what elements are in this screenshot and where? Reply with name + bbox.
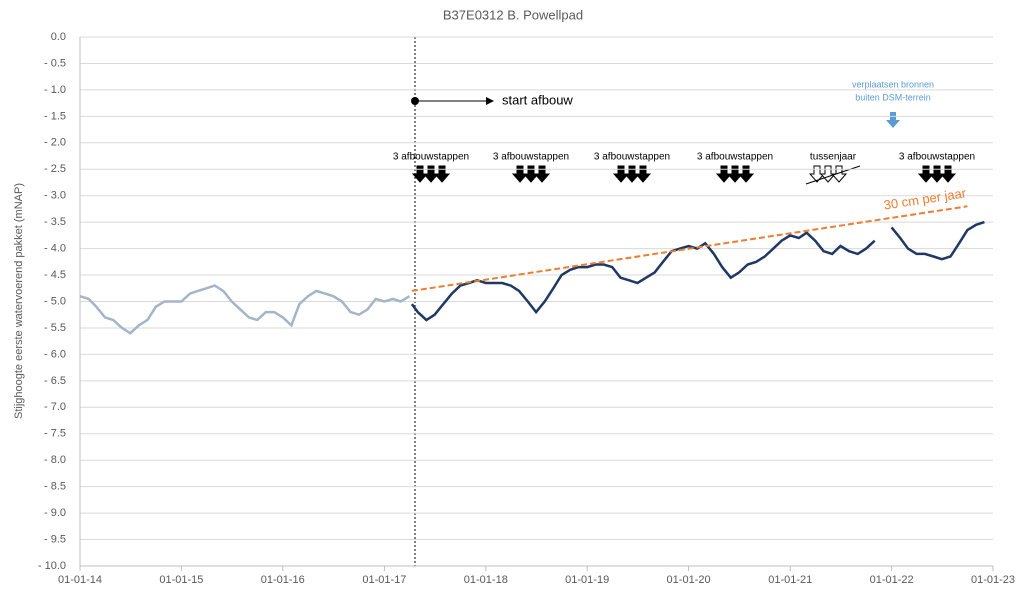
- down-arrow: [726, 165, 744, 183]
- y-tick-label: - 6.5: [44, 375, 66, 387]
- move-arrow: [886, 112, 900, 128]
- y-tick-label: - 9.5: [44, 533, 66, 545]
- down-arrow: [522, 165, 540, 183]
- y-tick-label: - 2.5: [44, 163, 66, 175]
- x-tick-label: 01-01-20: [667, 574, 711, 586]
- y-tick-label: - 1.0: [44, 84, 66, 96]
- y-tick-label: - 10.0: [38, 560, 66, 572]
- x-tick-label: 01-01-14: [58, 574, 102, 586]
- down-arrow: [830, 165, 848, 183]
- start-label: start afbouw: [502, 92, 573, 107]
- down-arrow: [634, 165, 652, 183]
- y-tick-label: - 7.5: [44, 428, 66, 440]
- gap-year-label: tussenjaar: [810, 152, 857, 163]
- trend-line: [411, 205, 968, 292]
- move-label: verplaatsen bronnen: [852, 79, 934, 89]
- y-tick-label: - 5.5: [44, 322, 66, 334]
- y-tick-label: - 1.5: [44, 110, 66, 122]
- down-arrow: [511, 165, 529, 183]
- down-arrow: [411, 165, 429, 183]
- y-tick-label: - 5.0: [44, 295, 66, 307]
- step-label: 3 afbouwstappen: [899, 152, 975, 163]
- y-tick-label: - 9.0: [44, 507, 66, 519]
- down-arrow: [533, 165, 551, 183]
- series-line: [410, 220, 985, 322]
- step-label: 3 afbouwstappen: [393, 152, 469, 163]
- x-tick-label: 01-01-18: [464, 574, 508, 586]
- down-arrow: [917, 165, 935, 183]
- y-tick-label: - 0.5: [44, 57, 66, 69]
- x-tick-label: 01-01-17: [362, 574, 406, 586]
- step-label: 3 afbouwstappen: [594, 152, 670, 163]
- y-tick-label: - 3.5: [44, 216, 66, 228]
- x-tick-label: 01-01-22: [870, 574, 914, 586]
- move-label: buiten DSM-terrein: [855, 92, 931, 102]
- y-tick-label: - 7.0: [44, 401, 66, 413]
- y-tick-label: - 6.0: [44, 348, 66, 360]
- x-tick-label: 01-01-16: [261, 574, 305, 586]
- chart-title: B37E0312 B. Powellpad: [443, 7, 583, 22]
- y-tick-label: - 8.0: [44, 454, 66, 466]
- y-tick-label: - 4.5: [44, 269, 66, 281]
- down-arrow: [433, 165, 451, 183]
- start-arrow-head: [486, 97, 494, 105]
- down-arrow: [422, 165, 440, 183]
- x-tick-label: 01-01-21: [768, 574, 812, 586]
- step-arrows: [411, 165, 957, 185]
- y-axis-label: Stijghoogte eerste watervoerend pakket (…: [13, 183, 25, 419]
- down-arrow: [939, 165, 957, 183]
- down-arrow: [623, 165, 641, 183]
- y-tick-label: - 4.0: [44, 243, 66, 255]
- y-tick-label: - 8.5: [44, 481, 66, 493]
- down-arrow: [737, 165, 755, 183]
- step-label: 3 afbouwstappen: [697, 152, 773, 163]
- series-line: [79, 284, 411, 335]
- x-tick-label: 01-01-23: [971, 574, 1015, 586]
- down-arrow: [612, 165, 630, 183]
- down-arrow: [715, 165, 733, 183]
- step-label: 3 afbouwstappen: [493, 152, 569, 163]
- x-tick-label: 01-01-19: [565, 574, 609, 586]
- y-tick-label: 0.0: [51, 31, 66, 43]
- down-arrow: [808, 165, 826, 183]
- y-tick-label: - 3.0: [44, 190, 66, 202]
- down-arrow: [928, 165, 946, 183]
- x-tick-label: 01-01-15: [159, 574, 203, 586]
- y-tick-label: - 2.0: [44, 137, 66, 149]
